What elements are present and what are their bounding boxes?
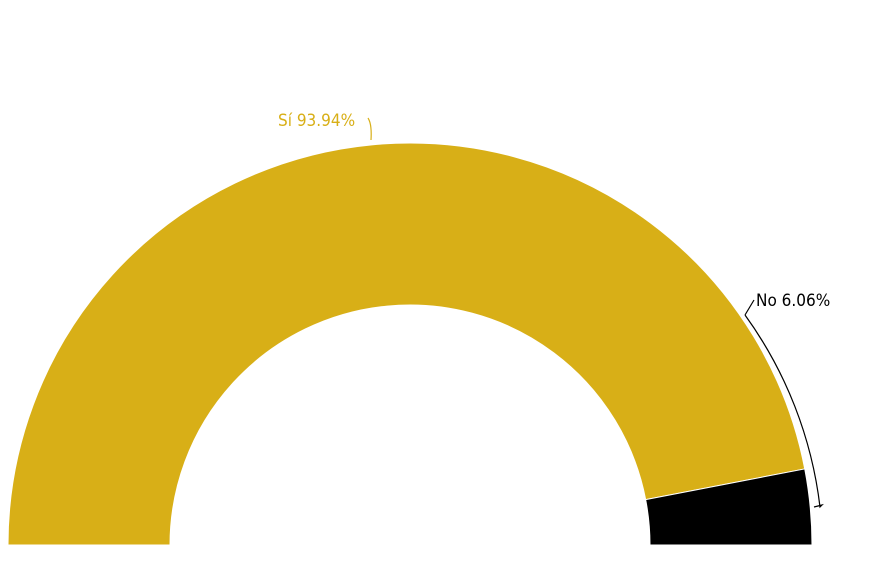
- leader-line-no: [744, 299, 824, 509]
- slices-layer: [7, 142, 813, 546]
- slice-si: [7, 142, 806, 546]
- leader-lines-layer: [367, 117, 824, 509]
- leader-line-si: [367, 117, 372, 141]
- slice-label-no: No 6.06%: [756, 291, 830, 311]
- slice-label-si: Sí 93.94%: [278, 111, 355, 131]
- slice-no: [645, 468, 813, 546]
- labels-layer: Sí 93.94% No 6.06%: [278, 111, 830, 311]
